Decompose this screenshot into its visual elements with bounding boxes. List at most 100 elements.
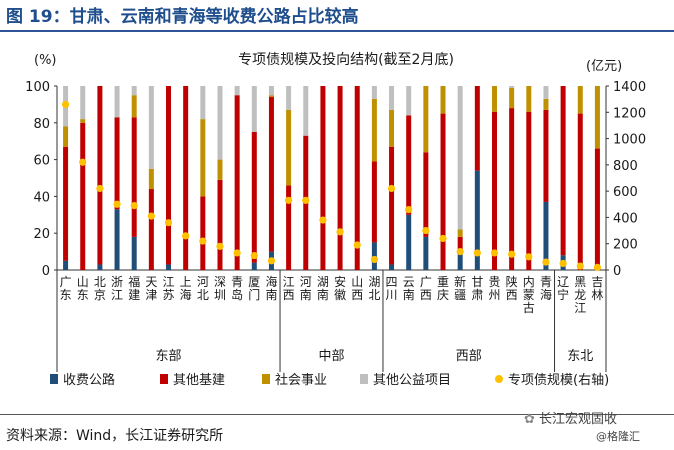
bar-segment <box>217 159 223 180</box>
bar-segment <box>97 264 103 270</box>
scale-dot <box>542 258 550 266</box>
scale-dot <box>96 184 104 193</box>
watermark-text: 长江宏观固收 <box>539 412 618 427</box>
bar-segment <box>509 108 515 270</box>
y-right-tick-label: 1200 <box>613 106 646 121</box>
scale-dot <box>250 251 258 260</box>
legend-marker <box>50 374 58 384</box>
bar-segment <box>406 214 412 270</box>
chart-title: 专项债规模及投向结构(截至2月底) <box>238 52 454 68</box>
bar-segment <box>217 179 223 270</box>
scale-dot <box>490 249 499 257</box>
bar-segment <box>148 168 154 190</box>
x-tick-label: 江西 <box>283 275 295 302</box>
scale-dot <box>353 241 361 249</box>
wechat-icon: ✿ <box>524 412 535 427</box>
bar-segment <box>491 111 497 270</box>
bar-segment <box>423 236 429 270</box>
y-right-tick-label: 200 <box>613 238 638 253</box>
scale-dot <box>456 248 464 256</box>
bar-segment <box>440 86 446 114</box>
scale-dot <box>319 216 327 224</box>
watermark: ✿ 长江宏观固收 <box>524 408 617 427</box>
bar-segment <box>251 262 257 270</box>
bar-segment <box>251 86 257 132</box>
bar-segment <box>183 86 189 270</box>
bar-segment <box>457 251 463 270</box>
y-left-unit: (%) <box>34 53 57 68</box>
x-tick-label: 陕西 <box>506 274 518 302</box>
bar-segment <box>406 86 412 116</box>
bar-segment <box>354 86 360 270</box>
x-tick-label: 海南 <box>265 274 277 302</box>
x-tick-label: 北京 <box>94 275 106 302</box>
bar-segment <box>509 87 515 109</box>
scale-dot <box>199 237 207 245</box>
scale-dot <box>285 196 293 204</box>
bar-segment <box>148 86 154 169</box>
bar-segment <box>423 152 429 237</box>
x-tick-label: 青海 <box>540 275 552 302</box>
y-left-tick-label: 40 <box>33 190 50 205</box>
y-left-tick-label: 80 <box>33 117 50 132</box>
scale-dot <box>387 184 396 193</box>
bar-segment <box>80 122 86 270</box>
bar-segment <box>406 115 412 215</box>
group-label: 东北 <box>567 349 593 364</box>
legend-marker <box>360 374 368 384</box>
bar-segment <box>371 161 377 243</box>
x-tick-label: 厦门 <box>248 275 260 302</box>
x-tick-label: 内蒙古 <box>523 275 535 315</box>
x-tick-label: 河北 <box>197 275 209 302</box>
x-tick-label: 河南 <box>300 275 312 302</box>
source-rule <box>0 414 674 415</box>
bar-segment <box>148 189 154 270</box>
bar-segment <box>423 86 429 153</box>
bar-segment <box>320 86 326 270</box>
bar-segment <box>389 109 395 147</box>
bar-segment <box>543 98 549 110</box>
scale-dot <box>473 249 481 257</box>
bar-segment <box>543 109 549 202</box>
x-tick-label: 江苏 <box>163 275 175 302</box>
bar-segment <box>526 86 532 112</box>
scale-dot <box>508 250 516 258</box>
scale-dot <box>576 262 584 270</box>
bar-segment <box>594 148 600 270</box>
y-right-tick-label: 600 <box>613 185 638 200</box>
bar-segment <box>286 86 292 110</box>
bar-segment <box>268 95 274 98</box>
x-tick-label: 吉林 <box>591 275 603 302</box>
bar-segment <box>543 201 549 270</box>
bar-segment <box>543 86 549 99</box>
bar-segment <box>80 119 86 123</box>
bar-segment <box>131 236 137 270</box>
bar-segment <box>114 117 120 210</box>
group-label: 中部 <box>318 349 344 364</box>
x-tick-label: 天津 <box>145 275 157 302</box>
scale-dot <box>370 255 378 264</box>
bar-segment <box>577 113 583 270</box>
bar-segment <box>286 109 292 186</box>
scale-dot <box>439 234 447 243</box>
x-tick-label: 湖北 <box>368 274 380 302</box>
scale-dot <box>593 263 602 271</box>
y-right-unit: (亿元) <box>586 59 622 74</box>
x-tick-label: 深圳 <box>214 275 226 302</box>
legend-label: 社会事业 <box>275 372 327 388</box>
bar-segment <box>63 126 69 147</box>
y-left-tick-label: 60 <box>33 154 50 169</box>
bar-segment <box>114 209 120 270</box>
bar-segment <box>286 185 292 270</box>
bar-segment <box>389 146 395 265</box>
scale-dot <box>405 205 413 214</box>
bar-segment <box>389 264 395 270</box>
bar-segment <box>337 86 343 270</box>
y-right-tick-label: 1000 <box>613 133 646 148</box>
x-tick-label: 湖南 <box>317 274 329 302</box>
bar-segment <box>526 111 532 270</box>
y-left-tick-label: 0 <box>42 264 50 279</box>
x-tick-label: 云南 <box>403 275 415 302</box>
y-right-tick-label: 1400 <box>613 80 646 95</box>
scale-dot <box>79 158 87 166</box>
